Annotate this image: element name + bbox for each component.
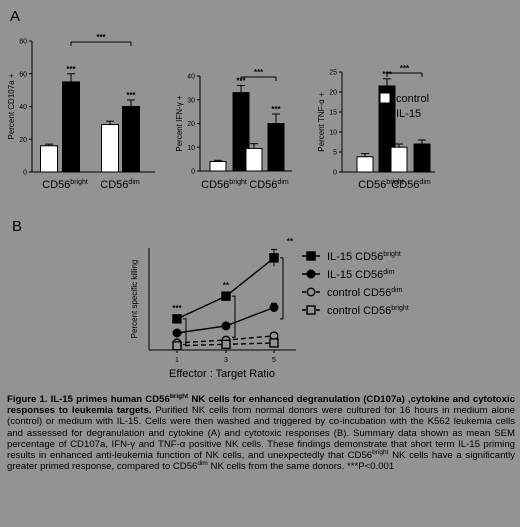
x-tick-label: 3 xyxy=(224,357,228,364)
legend-swatch-il15 xyxy=(379,107,391,119)
series-4: control CD56bright xyxy=(172,305,409,351)
y-tick-label: 5 xyxy=(333,150,337,157)
legend-label: IL-15 CD56dim xyxy=(327,269,395,281)
significance-bracket xyxy=(183,318,187,345)
series-1: IL-15 CD56bright xyxy=(172,248,401,324)
panel-label-b: B xyxy=(12,218,22,235)
y-tick-label: 0 xyxy=(23,170,27,177)
y-axis-title: Percent specific killing xyxy=(130,260,139,339)
data-point xyxy=(221,291,231,301)
significance-label: ** xyxy=(287,237,294,246)
figure: A B 0 20 40 60 80 Percent CD107a + *** *** *** CD… xyxy=(7,8,435,380)
legend-label: IL-15 CD56bright xyxy=(327,251,401,263)
y-tick-label: 10 xyxy=(329,130,337,137)
significance-label: ** xyxy=(223,281,230,290)
data-point xyxy=(269,303,279,313)
legend-label: control CD56dim xyxy=(327,287,403,299)
significance-bracket xyxy=(280,257,284,320)
legend-marker xyxy=(306,287,316,297)
y-axis-title: Percent TNF-α + xyxy=(317,92,326,152)
y-tick-label: 60 xyxy=(19,71,27,78)
x-axis-title: Effector : Target Ratio xyxy=(169,368,275,380)
significance-label: *** xyxy=(172,304,182,313)
bar-charts: 0 20 40 60 80 Percent CD107a + *** *** *** CD56br… xyxy=(7,33,435,191)
significance-label: *** xyxy=(254,68,264,77)
y-tick-label: 30 xyxy=(187,97,195,104)
bar-il15-dim xyxy=(413,143,431,173)
y-axis-title: Percent CD107a + xyxy=(7,73,16,139)
data-point xyxy=(221,321,231,331)
panel-label-a: A xyxy=(10,8,20,25)
y-tick-label: 25 xyxy=(329,70,337,77)
bar-control-dim xyxy=(101,124,119,173)
y-tick-label: 15 xyxy=(329,110,337,117)
y-tick-label: 0 xyxy=(333,170,337,177)
legend-label-control: control xyxy=(396,93,429,105)
data-point xyxy=(269,338,279,348)
bar-il15-dim xyxy=(122,106,140,173)
significance-label: *** xyxy=(400,64,410,73)
category-label-dim: CD56dim xyxy=(391,179,431,191)
figure-caption: Figure 1. IL-15 primes human CD56bright … xyxy=(7,392,515,473)
y-tick-label: 40 xyxy=(19,104,27,111)
bar-il15-bright xyxy=(62,81,80,173)
bar-control-bright xyxy=(209,161,227,172)
category-label-bright: CD56bright xyxy=(42,179,88,191)
legend-marker xyxy=(306,269,316,279)
significance-label: *** xyxy=(271,105,281,114)
y-tick-label: 40 xyxy=(187,74,195,81)
category-label-dim: CD56dim xyxy=(100,179,140,191)
significance-label: *** xyxy=(66,65,76,74)
bar-control-bright xyxy=(40,145,58,173)
y-axis-title: Percent IFN-γ + xyxy=(175,95,184,152)
legend-label: control CD56bright xyxy=(327,305,409,317)
bar-control-bright xyxy=(356,156,374,173)
series-2: IL-15 CD56dim xyxy=(172,269,395,338)
significance-label: *** xyxy=(96,33,106,42)
bar-control-dim xyxy=(245,147,263,172)
category-label-dim: CD56dim xyxy=(249,179,289,191)
caption-title: Figure 1. IL-15 primes human CD56bright … xyxy=(7,392,515,417)
data-point xyxy=(172,314,182,324)
legend-label-il15: IL-15 xyxy=(396,108,421,120)
bar-control-dim xyxy=(390,146,408,173)
bar-chart-1: 0 20 40 60 80 Percent CD107a + *** *** *** CD56br… xyxy=(7,33,155,191)
data-point xyxy=(221,339,231,350)
legend-marker xyxy=(306,305,316,315)
killing-line-chart: 1 3 5 Effector : Target Ratio Percent specif… xyxy=(130,237,409,380)
y-tick-label: 20 xyxy=(329,90,337,97)
legend-swatch-control xyxy=(379,92,391,104)
data-point xyxy=(172,328,182,338)
y-tick-label: 80 xyxy=(19,39,27,46)
significance-bracket xyxy=(232,295,236,338)
legend-marker xyxy=(306,251,316,261)
y-tick-label: 0 xyxy=(191,169,195,176)
data-point xyxy=(269,253,279,263)
y-tick-label: 20 xyxy=(19,137,27,144)
x-tick-label: 1 xyxy=(175,357,179,364)
data-point xyxy=(172,341,182,351)
x-tick-label: 5 xyxy=(272,357,276,364)
y-tick-label: 10 xyxy=(187,145,195,152)
bar-il15-dim xyxy=(267,123,285,172)
y-tick-label: 20 xyxy=(187,121,195,128)
category-label-bright: CD56bright xyxy=(358,179,404,191)
significance-label: *** xyxy=(126,91,136,100)
category-label-bright: CD56bright xyxy=(201,179,247,191)
